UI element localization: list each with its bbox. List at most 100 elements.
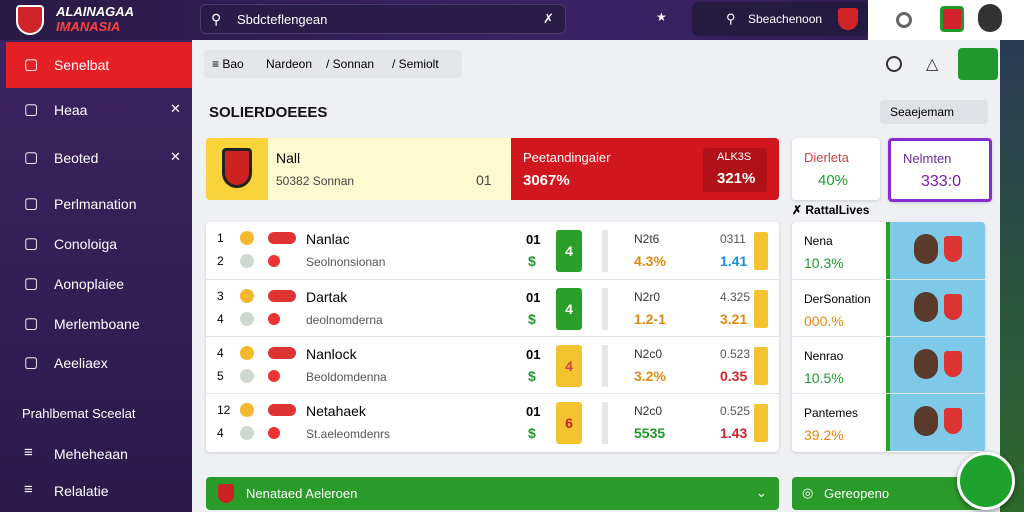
footer-bar[interactable]: ◎ Gereopeno [792,477,985,510]
sidebar-icon: ▢ [24,275,39,292]
separator: / [392,57,399,71]
section-button[interactable]: Seaejemam [880,100,988,124]
section-title: SOLIERDOEEES [209,104,328,121]
search-box[interactable]: ⚲ Sbeachenoon [692,2,868,36]
live-row[interactable]: Nenrao 10.5% [792,336,985,394]
sidebar-label: Beoted [54,150,99,166]
live-row[interactable]: DerSonation 000.% [792,279,985,337]
breadcrumb[interactable]: Nardeon [266,57,313,71]
team-name: Netahaek [306,403,366,419]
odds-value: 3.21 [720,311,748,327]
match-row[interactable]: 12 4 Netahaek St.aeleomdenrs 01 $6 N2c0 5535 0.5… [206,393,779,450]
sidebar-icon: ▢ [24,235,39,252]
stat-card[interactable]: Peetandingaier 3067% ALK3S 321% [511,138,779,200]
live-name: Nenrao [804,349,844,363]
player-avatar [914,406,938,436]
team-sub: St.aeleomdenrs [306,427,391,441]
row-number: 5 [217,369,224,383]
score: 01 [526,347,541,362]
target-icon[interactable] [886,56,902,72]
bell-icon[interactable]: △ [926,56,939,73]
sidebar-item[interactable]: ▢ Senelbat [6,42,192,88]
logo-text: IMANASIA [56,19,121,34]
team-logo [240,426,254,440]
mini-label: Nelmten [903,151,952,166]
sidebar-label: Perlmanation [54,196,137,212]
team-name: Nanlac [306,231,350,247]
divider [602,288,608,330]
team-sub: deolnomderna [306,313,383,327]
status-strip [886,337,890,394]
team-logo [268,427,280,439]
close-icon[interactable]: ✕ [170,149,181,164]
sidebar-item[interactable]: ▢ Merlemboane [6,304,192,344]
live-list: Nena 10.3% DerSonation 000.% Nenrao 10.5% Pant… [792,222,985,452]
breadcrumb[interactable]: ≡ Bao [212,57,244,71]
sidebar-item[interactable]: ▢ Conoloiga [6,224,192,264]
stat-tag: ALK3S 321% [703,148,767,192]
row-number: 4 [217,312,224,326]
sidebar-item[interactable]: ≡ Relalatie [6,471,192,511]
team-logo [268,232,296,244]
clear-icon[interactable]: ✗ [543,11,554,26]
settings-icon[interactable] [896,12,912,28]
sidebar-icon: ≡ [24,444,33,461]
sidebar-item[interactable]: ▢ Aonoplaiee [6,264,192,304]
mini-card[interactable]: Dierleta 40% [792,138,880,200]
icon: ✗ [792,203,806,217]
sidebar-item[interactable]: ▢ Heaa ✕ [6,90,192,130]
chevron: ⌄ [756,485,767,500]
odds-value: 5535 [634,425,666,441]
search-icon: ⚲ [211,11,222,27]
breadcrumb[interactable]: / Semiolt [392,57,439,71]
odds-label: 4.325 [720,290,751,304]
divider [602,345,608,387]
sidebar-item[interactable]: ▢ Perlmanation [6,184,192,224]
match-row[interactable]: 1 2 Nanlac Seolnonsionan 01 $4 N2t6 4.3% 0311 1.4… [206,222,779,279]
fab-button[interactable] [957,452,1015,510]
featured-card[interactable]: Nall 50382 Sonnan 01 [206,138,511,200]
match-row[interactable]: 3 4 Dartak deolnomderna 01 $4 N2r0 1.2-1 4.325 3.… [206,279,779,336]
footer-bar[interactable]: Nenataed Aeleroen ⌄ [206,477,779,510]
odds-label: 0.525 [720,404,751,418]
stat-label: Peetandingaier [523,150,611,165]
club-badge [944,236,962,262]
sidebar-icon: ▢ [24,56,39,73]
club-badge[interactable] [940,6,964,32]
score: 01 [526,290,541,305]
team-logo [268,347,296,359]
player-avatar [914,292,938,322]
search-placeholder: Sbdcteflengean [237,12,328,27]
match-row[interactable]: 4 5 Nanlock Beoldomdenna 01 $4 N2c0 3.2% 0.523 0.… [206,336,779,393]
sidebar-label: Meheheaan [54,446,128,462]
live-row[interactable]: Nena 10.3% [792,222,985,279]
sidebar-label: Merlemboane [54,316,140,332]
team-logo [240,346,254,360]
club-badge [944,408,962,434]
sidebar-item[interactable]: ▢ Beoted ✕ [6,138,192,178]
card-title: Nall [276,150,301,166]
odds-label: N2r0 [634,290,661,304]
sidebar-item[interactable]: ≡ Meheheaan [6,434,192,474]
row-number: 4 [217,346,224,360]
icon[interactable]: ★ [656,10,667,24]
badge: 6 [556,402,582,444]
club-badge [222,148,252,188]
sidebar-label: Senelbat [54,57,110,73]
odds-label: N2c0 [634,404,663,418]
breadcrumb-text: Bao [222,57,244,71]
live-row[interactable]: Pantemes 39.2% [792,393,985,451]
mini-value: 40% [818,172,849,189]
odds-bar [754,232,768,270]
matches-table: 1 2 Nanlac Seolnonsionan 01 $4 N2t6 4.3% 0311 1.4… [206,222,779,452]
mini-card[interactable]: Nelmten 333:0 [888,138,992,202]
action-button[interactable] [958,48,998,80]
avatar[interactable] [978,4,1002,32]
search-box[interactable]: ⚲ Sbdcteflengean ✗ [200,4,566,34]
live-name: Nena [804,234,833,248]
breadcrumb[interactable]: / Sonnan [326,57,374,71]
sidebar-item[interactable]: ▢ Aeeliaex [6,343,192,383]
odds-label: N2c0 [634,347,663,361]
close-icon[interactable]: ✕ [170,101,181,116]
currency: $ [528,368,536,384]
